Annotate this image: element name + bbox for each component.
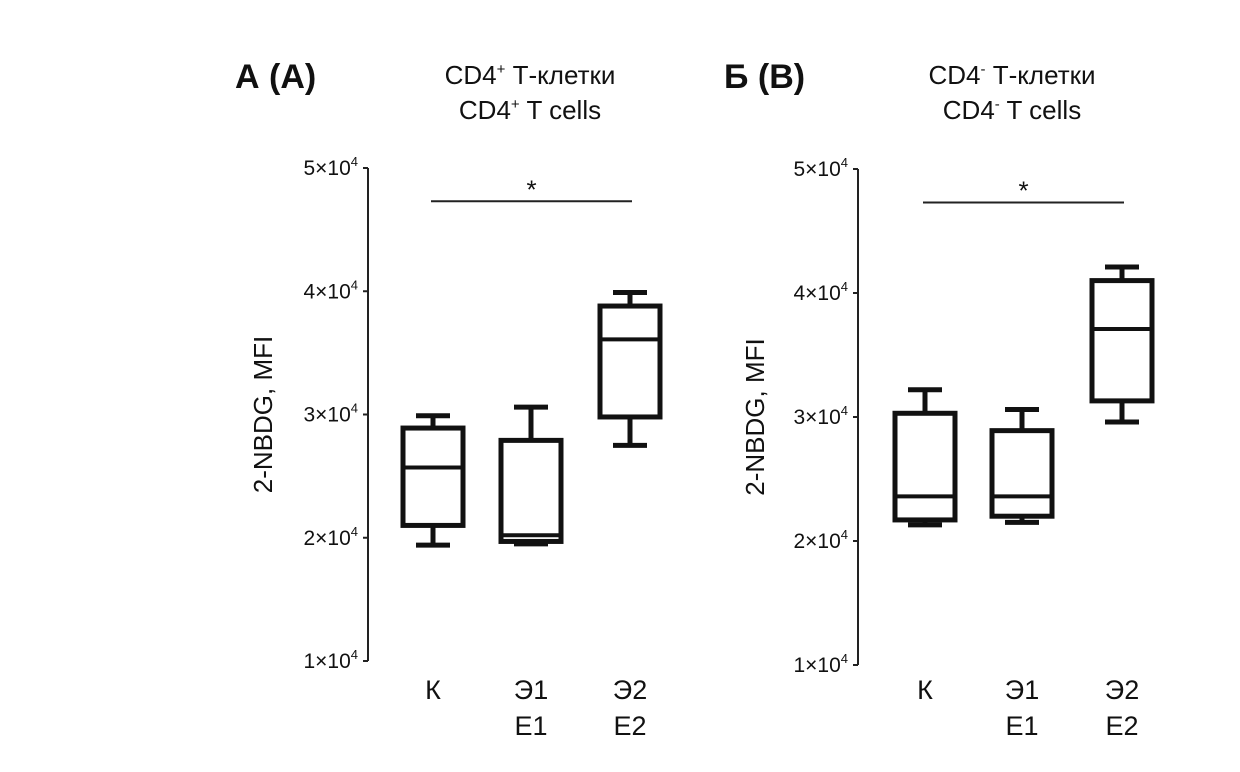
title-en-rest: T cells (520, 95, 601, 125)
y-tick-exponent: 4 (841, 279, 848, 294)
significance-marker: * (526, 174, 536, 204)
y-tick-mantissa: 3×10 (303, 404, 350, 427)
y-tick-mantissa: 1×10 (303, 650, 350, 673)
y-tick-mantissa: 5×10 (303, 157, 350, 180)
x-tick-label: Э1 (1005, 675, 1039, 705)
box-1 (989, 407, 1055, 525)
title-en-sup: - (995, 96, 1000, 113)
title-ru-sup: - (981, 61, 986, 78)
box-iqr (498, 437, 564, 544)
y-tick-mantissa: 1×10 (793, 654, 840, 677)
y-tick-mantissa: 5×10 (793, 158, 840, 181)
y-tick-exponent: 4 (841, 527, 848, 542)
y-tick-mantissa: 4×10 (303, 280, 350, 303)
y-tick-exponent: 4 (351, 277, 358, 292)
title-ru-rest: Т-клетки (505, 60, 615, 90)
box-iqr (597, 303, 663, 420)
y-tick-exponent: 4 (841, 155, 848, 170)
box-iqr (892, 410, 958, 523)
y-axis-label: 2-NBDG, MFI (248, 336, 278, 493)
title-ru-main: CD4 (445, 60, 497, 90)
title-ru-sup: + (497, 61, 506, 78)
box-2 (597, 289, 663, 448)
y-tick-exponent: 4 (841, 403, 848, 418)
y-tick-label: 2×104 (303, 524, 358, 550)
title-ru: CD4- Т-клетки (928, 60, 1095, 90)
y-axis-label: 2-NBDG, MFI (740, 338, 770, 495)
title-ru-main: CD4 (928, 60, 980, 90)
y-tick-label: 2×104 (793, 527, 848, 553)
y-tick-label: 4×104 (793, 279, 848, 305)
x-tick-label: К (425, 675, 441, 705)
box-2 (1089, 264, 1155, 425)
title-en: CD4- T cells (943, 95, 1081, 125)
title-ru-rest: Т-клетки (986, 60, 1096, 90)
box-0 (400, 413, 466, 548)
panel-label: А (A) (235, 58, 316, 96)
x-tick-label: E1 (1005, 711, 1038, 741)
title-en: CD4+ T cells (459, 95, 601, 125)
y-tick-label: 3×104 (303, 401, 358, 427)
box-1 (498, 404, 564, 547)
box-iqr (1089, 278, 1155, 404)
title-en-main: CD4 (943, 95, 995, 125)
y-tick-label: 3×104 (793, 403, 848, 429)
y-tick-label: 1×104 (303, 647, 358, 673)
y-tick-mantissa: 4×10 (793, 282, 840, 305)
x-tick-label: E2 (613, 711, 646, 741)
box-0 (892, 387, 958, 528)
x-tick-label: E2 (1105, 711, 1138, 741)
y-tick-mantissa: 2×10 (303, 527, 350, 550)
y-tick-exponent: 4 (351, 647, 358, 662)
y-tick-exponent: 4 (841, 651, 848, 666)
panel-label: Б (B) (724, 58, 805, 96)
x-tick-label: E1 (514, 711, 547, 741)
significance-marker: * (1018, 175, 1028, 205)
y-tick-label: 4×104 (303, 277, 358, 303)
y-tick-exponent: 4 (351, 401, 358, 416)
x-tick-label: Э2 (613, 675, 647, 705)
box-iqr (400, 425, 466, 528)
y-tick-label: 5×104 (303, 154, 358, 180)
box-iqr (989, 428, 1055, 519)
y-tick-label: 1×104 (793, 651, 848, 677)
y-tick-exponent: 4 (351, 154, 358, 169)
title-en-main: CD4 (459, 95, 511, 125)
x-tick-label: Э1 (514, 675, 548, 705)
x-tick-label: Э2 (1105, 675, 1139, 705)
title-ru: CD4+ Т-клетки (445, 60, 616, 90)
y-tick-mantissa: 3×10 (793, 406, 840, 429)
y-tick-exponent: 4 (351, 524, 358, 539)
title-en-rest: T cells (1000, 95, 1081, 125)
x-tick-label: К (917, 675, 933, 705)
y-tick-label: 5×104 (793, 155, 848, 181)
title-en-sup: + (511, 96, 520, 113)
y-tick-mantissa: 2×10 (793, 530, 840, 553)
